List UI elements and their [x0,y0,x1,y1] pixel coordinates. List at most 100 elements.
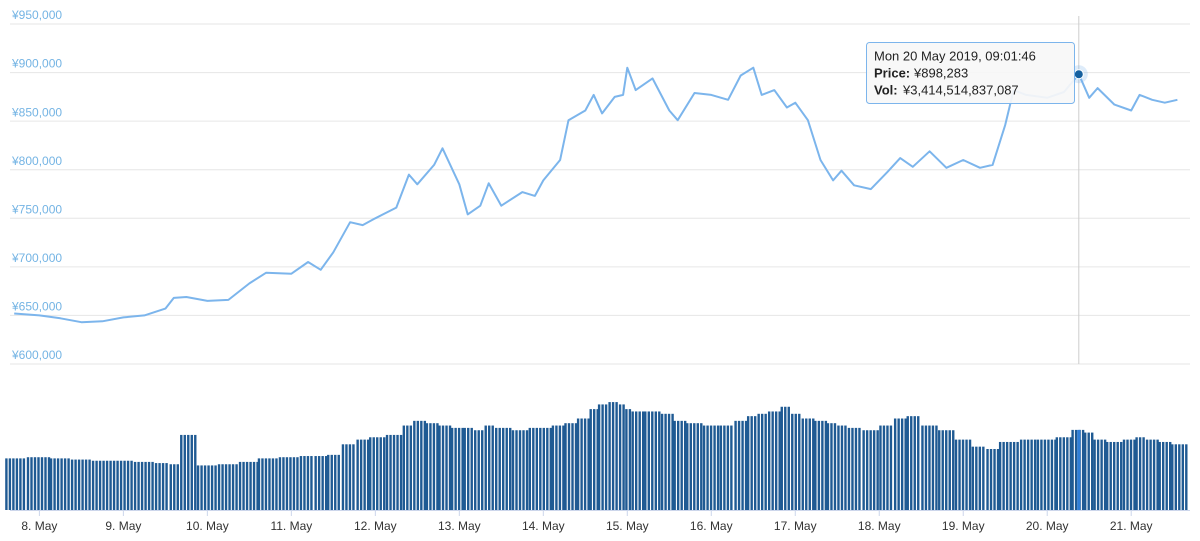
volume-bar [921,425,924,510]
volume-bar [622,404,625,510]
volume-bar [126,460,130,510]
volume-bar [242,461,245,510]
hover-point [1073,69,1084,80]
volume-bar [986,449,989,510]
volume-bar [217,464,221,510]
volume-bar [935,425,938,510]
volume-group [971,446,985,510]
volume-bar [190,434,193,510]
volume-bar [840,425,844,510]
volume-bar [872,430,876,510]
volume-group [702,425,720,510]
volume-bar [982,446,985,510]
volume-bar [356,439,359,510]
volume-bar [750,416,753,510]
volume-bar [383,437,386,510]
volume-bar [847,427,851,510]
volume-bar [37,457,40,510]
volume-bar [658,411,661,510]
hover-volume-bar [1077,429,1081,510]
volume-bar [805,418,808,510]
volume-bar [423,420,427,510]
volume-bar [337,454,340,510]
volume-bar [794,413,797,510]
volume-bar [1171,444,1174,510]
volume-bar [968,439,972,510]
volume-bar [1096,439,1100,510]
volume-bar [406,425,409,510]
volume-group [673,420,687,510]
volume-bar [741,420,744,510]
volume-bar [30,457,33,510]
volume-group [217,464,238,510]
x-tick-label: 11. May [270,519,312,533]
volume-bar [77,459,81,510]
volume-bar [787,406,790,510]
volume-bar [137,461,140,510]
volume-bar [63,458,67,510]
volume-bar [525,430,529,510]
volume-bar [314,456,317,510]
tooltip-price: ¥898,283 [913,65,968,80]
volume-bar [53,458,56,510]
volume-bar [998,441,1002,510]
volume-bar [767,411,771,510]
volume-bar [798,413,801,510]
volume-bar [210,465,214,510]
volume-bar [275,458,278,510]
volume-group [1106,441,1123,510]
volume-bar [1055,437,1059,510]
volume-group [278,457,299,510]
volume-bar [719,425,723,510]
volume-bar [245,461,249,510]
volume-bar [495,427,498,510]
volume-bar [396,434,399,510]
volume-bar [1009,441,1012,510]
volume-bar [667,413,671,510]
volume-bar [399,434,403,510]
volume-bar [702,425,706,510]
volume-bar [833,423,837,510]
volume-group [879,425,893,510]
volume-bar [941,430,944,510]
volume-bar [102,460,105,510]
volume-bar [1135,437,1138,510]
volume-bar [257,458,261,510]
volume-group [746,416,757,510]
volume-group [660,413,674,510]
volume-bar [306,456,310,510]
volume-bar [289,457,292,510]
volume-bar [924,425,928,510]
volume-group [780,406,790,510]
volume-bar [1033,439,1037,510]
volume-group [608,402,618,510]
volume-bar [1016,441,1019,510]
volume-bar [461,427,464,510]
volume-bar [348,444,352,510]
volume-bar [1081,429,1085,510]
volume-bar [60,458,63,510]
volume-group [847,427,861,510]
volume-bar [1129,439,1133,510]
volume-bar [549,427,553,510]
volume-bar [140,461,144,510]
volume-bar [235,464,238,510]
volume-bar [88,459,91,510]
volume-group [49,458,70,510]
volume-bar [47,457,51,510]
volume-bar [1050,439,1054,510]
volume-bar [938,430,941,510]
grid: ¥600,000 ¥650,000 ¥700,000 ¥750,000 ¥800,000… [10,8,1190,533]
volume-bar [249,461,252,510]
volume-bar [1030,439,1033,510]
volume-bar [693,423,696,510]
volume-bar [278,457,282,510]
volume-group [1135,437,1145,510]
volume-bar [228,464,231,510]
volume-bar [352,444,355,510]
volume-bar [1120,441,1123,510]
volume-group [618,404,625,510]
volume-bar [70,459,74,510]
volume-bar [730,425,733,510]
volume-bar [1069,437,1073,510]
